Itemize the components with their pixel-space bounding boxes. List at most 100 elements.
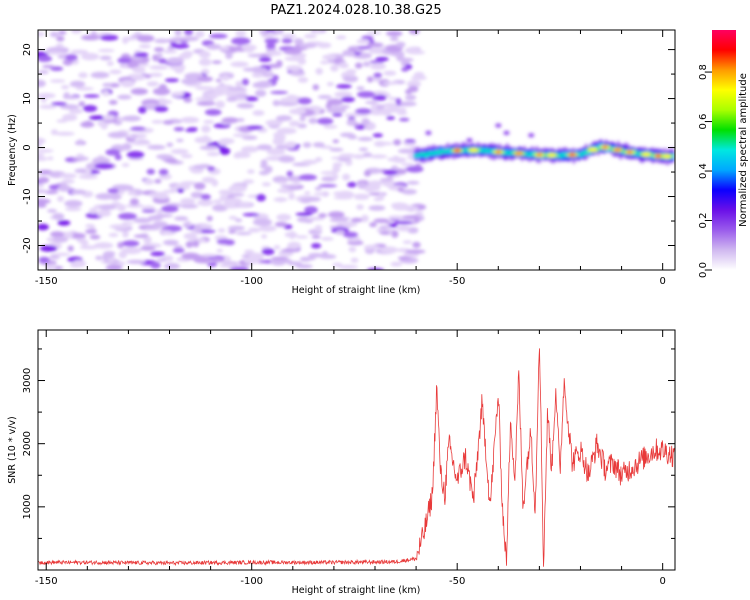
noise-blob <box>277 188 295 194</box>
noise-blob <box>395 98 402 104</box>
noise-blob <box>38 79 46 88</box>
noise-blob <box>146 81 159 87</box>
noise-blob <box>107 131 128 139</box>
colorbar-label: Normalized spectral amplitude <box>738 73 749 227</box>
x-tick-label: 0 <box>659 576 665 587</box>
noise-blob <box>215 100 225 109</box>
noise-blob <box>317 117 334 125</box>
noise-blob <box>304 191 311 195</box>
noise-blob <box>39 104 57 109</box>
noise-blob <box>38 183 44 189</box>
noise-blob <box>112 184 133 190</box>
noise-blob <box>272 100 281 107</box>
noise-blob <box>304 34 317 39</box>
noise-blob <box>122 240 140 247</box>
noise-blob <box>227 225 245 231</box>
noise-blob <box>353 154 365 160</box>
noise-blob <box>143 178 155 185</box>
noise-blob <box>68 108 83 114</box>
noise-blob <box>266 148 286 156</box>
noise-blob <box>356 86 365 91</box>
noise-blob <box>357 136 373 142</box>
noise-blob <box>108 100 118 105</box>
noise-blob <box>298 43 317 49</box>
noise-blob <box>285 141 297 147</box>
noise-blob <box>242 179 255 184</box>
noise-blob <box>333 195 353 200</box>
noise-blob <box>52 213 65 221</box>
noise-blob <box>369 222 377 228</box>
noise-blob <box>412 241 421 248</box>
noise-blob <box>92 157 111 165</box>
signal-hot <box>514 151 523 156</box>
noise-blob <box>62 113 78 122</box>
noise-blob <box>154 178 162 184</box>
noise-blob <box>399 205 419 211</box>
noise-blob <box>265 156 283 161</box>
noise-blob <box>117 57 132 64</box>
noise-blob <box>134 52 149 58</box>
noise-blob <box>361 214 369 223</box>
noise-blob <box>129 198 139 206</box>
noise-blob <box>181 252 200 260</box>
noise-blob <box>284 231 298 238</box>
noise-blob <box>45 51 64 55</box>
noise-blob <box>267 32 275 38</box>
noise-blob <box>203 120 215 124</box>
noise-blob <box>397 225 411 232</box>
noise-blob <box>242 213 260 217</box>
noise-blob <box>130 74 146 81</box>
colorbar-tick-label: 0.6 <box>698 114 709 130</box>
noise-blob <box>355 62 363 69</box>
noise-blob <box>218 189 232 195</box>
noise-blob <box>227 193 245 197</box>
noise-blob <box>385 30 403 37</box>
noise-blob <box>225 51 233 60</box>
noise-blob <box>207 262 218 267</box>
noise-blob <box>176 138 184 143</box>
noise-blob <box>343 75 359 83</box>
noise-blob <box>122 143 132 151</box>
noise-blob <box>192 164 208 170</box>
noise-blob <box>158 58 167 64</box>
noise-blob <box>364 185 376 193</box>
noise-blob <box>323 124 338 129</box>
noise-blob <box>247 169 255 174</box>
noise-blob <box>50 79 66 83</box>
noise-blob <box>130 88 148 95</box>
noise-blob <box>274 30 284 35</box>
colorbar-tick-label: 0.2 <box>698 213 709 229</box>
noise-blob <box>154 213 174 218</box>
noise-blob <box>154 105 169 113</box>
noise-blob <box>335 229 346 235</box>
noise-blob <box>102 252 114 260</box>
noise-blob <box>183 96 193 103</box>
noise-blob <box>244 249 255 255</box>
noise-blob <box>162 120 174 125</box>
noise-blob <box>339 153 356 159</box>
noise-blob <box>156 209 163 214</box>
noise-blob <box>389 36 399 42</box>
noise-blob <box>383 70 397 76</box>
noise-blob <box>237 152 251 158</box>
noise-blob <box>406 180 420 185</box>
noise-blob <box>218 263 239 268</box>
noise-blob <box>206 215 213 222</box>
noise-blob <box>356 91 376 98</box>
snr-y-label: SNR (10 * v/v) <box>7 416 18 484</box>
noise-blob <box>286 170 293 177</box>
noise-blob <box>373 72 383 78</box>
noise-blob <box>182 223 193 228</box>
noise-blob <box>38 92 56 99</box>
noise-blob <box>150 251 165 257</box>
noise-blob <box>289 70 306 77</box>
noise-blob <box>192 240 200 248</box>
noise-blob <box>227 87 247 91</box>
noise-blob <box>332 113 343 117</box>
noise-blob <box>315 157 323 162</box>
noise-blob <box>264 165 273 174</box>
noise-blob <box>372 63 384 69</box>
noise-blob <box>256 144 273 151</box>
noise-blob <box>163 262 180 270</box>
noise-blob <box>171 43 190 49</box>
